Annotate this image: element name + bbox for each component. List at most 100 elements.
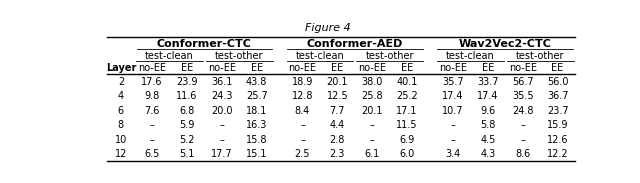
Text: 36.7: 36.7: [547, 91, 568, 101]
Text: 5.8: 5.8: [480, 120, 495, 130]
Text: 11.5: 11.5: [396, 120, 418, 130]
Text: 56.0: 56.0: [547, 77, 568, 87]
Text: EE: EE: [332, 63, 344, 73]
Text: 15.1: 15.1: [246, 149, 268, 159]
Text: 8.4: 8.4: [295, 106, 310, 116]
Text: 16.3: 16.3: [246, 120, 268, 130]
Text: 24.3: 24.3: [211, 91, 232, 101]
Text: test-other: test-other: [365, 51, 414, 61]
Text: 5.9: 5.9: [179, 120, 195, 130]
Text: 40.1: 40.1: [396, 77, 418, 87]
Text: 56.7: 56.7: [512, 77, 534, 87]
Text: 43.8: 43.8: [246, 77, 268, 87]
Text: 33.7: 33.7: [477, 77, 499, 87]
Text: –: –: [300, 135, 305, 145]
Text: –: –: [150, 135, 154, 145]
Text: –: –: [300, 120, 305, 130]
Text: Figure 4: Figure 4: [305, 23, 351, 33]
Text: 4: 4: [118, 91, 124, 101]
Text: Layer: Layer: [106, 63, 136, 73]
Text: Conformer-AED: Conformer-AED: [307, 39, 403, 49]
Text: 12.6: 12.6: [547, 135, 568, 145]
Text: 10.7: 10.7: [442, 106, 463, 116]
Text: 5.1: 5.1: [179, 149, 195, 159]
Text: –: –: [451, 120, 455, 130]
Text: EE: EE: [180, 63, 193, 73]
Text: 7.7: 7.7: [330, 106, 345, 116]
Text: EE: EE: [401, 63, 413, 73]
Text: 4.3: 4.3: [480, 149, 495, 159]
Text: 4.4: 4.4: [330, 120, 345, 130]
Text: EE: EE: [552, 63, 564, 73]
Text: no-EE: no-EE: [138, 63, 166, 73]
Text: 17.4: 17.4: [477, 91, 499, 101]
Text: –: –: [370, 120, 374, 130]
Text: 15.9: 15.9: [547, 120, 568, 130]
Text: 17.1: 17.1: [396, 106, 418, 116]
Text: test-clean: test-clean: [446, 51, 495, 61]
Text: 25.2: 25.2: [396, 91, 418, 101]
Text: 38.0: 38.0: [362, 77, 383, 87]
Text: test-other: test-other: [215, 51, 264, 61]
Text: 2.8: 2.8: [330, 135, 345, 145]
Text: test-clean: test-clean: [145, 51, 194, 61]
Text: 4.5: 4.5: [480, 135, 495, 145]
Text: 12.8: 12.8: [292, 91, 313, 101]
Text: 8: 8: [118, 120, 124, 130]
Text: test-other: test-other: [516, 51, 564, 61]
Text: 2.3: 2.3: [330, 149, 345, 159]
Text: –: –: [220, 135, 224, 145]
Text: 2.5: 2.5: [294, 149, 310, 159]
Text: no-EE: no-EE: [509, 63, 537, 73]
Text: 12.2: 12.2: [547, 149, 568, 159]
Text: 6.9: 6.9: [399, 135, 415, 145]
Text: 18.9: 18.9: [292, 77, 313, 87]
Text: no-EE: no-EE: [358, 63, 386, 73]
Text: –: –: [220, 120, 224, 130]
Text: EE: EE: [250, 63, 263, 73]
Text: 8.6: 8.6: [515, 149, 531, 159]
Text: 35.7: 35.7: [442, 77, 464, 87]
Text: 25.7: 25.7: [246, 91, 268, 101]
Text: 12.5: 12.5: [326, 91, 348, 101]
Text: 23.9: 23.9: [176, 77, 198, 87]
Text: 24.8: 24.8: [512, 106, 533, 116]
Text: 20.1: 20.1: [326, 77, 348, 87]
Text: 18.1: 18.1: [246, 106, 268, 116]
Text: 17.7: 17.7: [211, 149, 232, 159]
Text: 11.6: 11.6: [176, 91, 198, 101]
Text: 6.0: 6.0: [399, 149, 415, 159]
Text: 2: 2: [118, 77, 124, 87]
Text: 15.8: 15.8: [246, 135, 268, 145]
Text: 20.0: 20.0: [211, 106, 232, 116]
Text: 6.5: 6.5: [144, 149, 160, 159]
Text: 9.8: 9.8: [145, 91, 159, 101]
Text: 6.1: 6.1: [365, 149, 380, 159]
Text: 3.4: 3.4: [445, 149, 461, 159]
Text: –: –: [370, 135, 374, 145]
Text: no-EE: no-EE: [208, 63, 236, 73]
Text: 25.8: 25.8: [362, 91, 383, 101]
Text: 12: 12: [115, 149, 127, 159]
Text: –: –: [150, 120, 154, 130]
Text: EE: EE: [482, 63, 494, 73]
Text: no-EE: no-EE: [439, 63, 467, 73]
Text: 20.1: 20.1: [362, 106, 383, 116]
Text: 17.4: 17.4: [442, 91, 463, 101]
Text: 5.2: 5.2: [179, 135, 195, 145]
Text: –: –: [451, 135, 455, 145]
Text: 35.5: 35.5: [512, 91, 534, 101]
Text: –: –: [520, 135, 525, 145]
Text: 17.6: 17.6: [141, 77, 163, 87]
Text: test-clean: test-clean: [296, 51, 344, 61]
Text: 36.1: 36.1: [211, 77, 232, 87]
Text: 23.7: 23.7: [547, 106, 568, 116]
Text: 10: 10: [115, 135, 127, 145]
Text: 9.6: 9.6: [480, 106, 495, 116]
Text: no-EE: no-EE: [289, 63, 316, 73]
Text: 7.6: 7.6: [144, 106, 160, 116]
Text: –: –: [520, 120, 525, 130]
Text: 6: 6: [118, 106, 124, 116]
Text: Wav2Vec2-CTC: Wav2Vec2-CTC: [459, 39, 552, 49]
Text: Conformer-CTC: Conformer-CTC: [157, 39, 252, 49]
